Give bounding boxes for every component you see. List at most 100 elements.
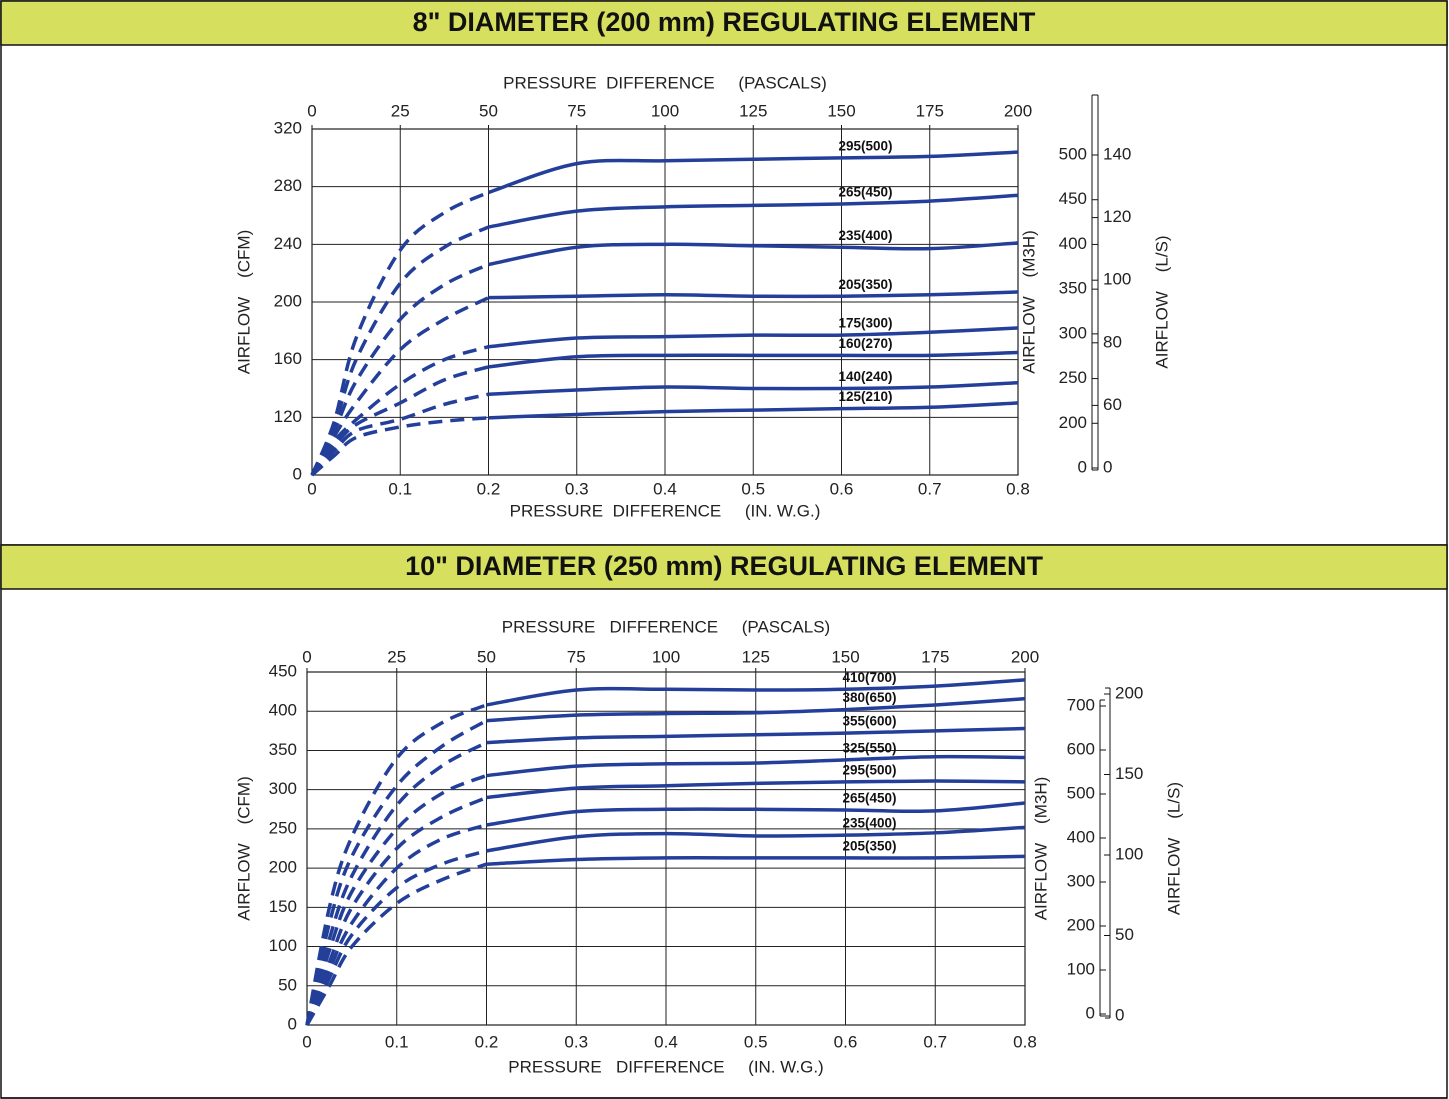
y-tick-label: 320 — [274, 118, 302, 137]
curve-dashed — [305, 795, 488, 1026]
chart-title: 8" DIAMETER (200 mm) REGULATING ELEMENT — [413, 7, 1036, 37]
curve-dashed — [310, 392, 489, 477]
curve-solid — [488, 380, 1019, 397]
y2-tick-label: 200 — [1067, 915, 1095, 934]
curve-dashed — [305, 703, 488, 1026]
curve-solid — [488, 326, 1019, 349]
curve-solid — [488, 350, 1019, 369]
y-tick-label: 0 — [288, 1014, 297, 1033]
y3-tick-label: 150 — [1115, 764, 1143, 783]
y-tick-label: 50 — [278, 975, 297, 994]
curve-dashed — [310, 225, 490, 476]
x-tick-label: 0.2 — [477, 479, 501, 498]
curve-dashed — [310, 416, 489, 477]
curve-solid — [488, 193, 1019, 229]
curve-solid — [486, 801, 1026, 827]
x2-tick-label: 200 — [1004, 101, 1032, 120]
x-tick-label: 0.7 — [923, 1032, 947, 1051]
y2-tick-label: 300 — [1067, 871, 1095, 890]
y2-tick-label: 500 — [1067, 783, 1095, 802]
y-tick-label: 450 — [269, 661, 297, 680]
y2-tick-label: 200 — [1059, 413, 1087, 432]
y3-tick-label: 100 — [1115, 844, 1143, 863]
y-tick-label: 250 — [269, 818, 297, 837]
series-label: 295(500) — [839, 138, 893, 153]
y-tick-label: 150 — [269, 897, 297, 916]
x-tick-label: 0.8 — [1006, 479, 1030, 498]
x2-tick-label: 175 — [916, 101, 944, 120]
x-tick-label: 0.2 — [475, 1032, 499, 1051]
curve-solid — [488, 290, 1019, 300]
x-tick-label: 0.7 — [918, 479, 942, 498]
curve-solid — [488, 401, 1019, 420]
curve-dashed — [305, 741, 488, 1026]
x-tick-label: 0.8 — [1013, 1032, 1037, 1051]
curve-solid — [486, 779, 1026, 800]
x-axis-title: PRESSURE DIFFERENCE (IN. W.G.) — [510, 501, 821, 520]
y-axis-title: AIRFLOW (CFM) — [234, 230, 253, 374]
series-label: 205(350) — [843, 838, 897, 853]
curve-dashed — [305, 862, 488, 1026]
y2-tick-label: 0 — [1078, 457, 1087, 476]
y2-tick-label: 0 — [1086, 1003, 1095, 1022]
y3-tick-label: 80 — [1103, 332, 1122, 351]
y-tick-label: 280 — [274, 176, 302, 195]
y3-tick-label: 0 — [1115, 1005, 1124, 1024]
header-band — [0, 0, 1448, 46]
x2-tick-label: 25 — [387, 647, 406, 666]
y-axis-title: AIRFLOW (CFM) — [234, 776, 253, 920]
x2-axis-title: PRESSURE DIFFERENCE (PASCALS) — [503, 73, 827, 92]
series-label: 325(550) — [843, 740, 897, 755]
y-tick-label: 160 — [274, 349, 302, 368]
x-tick-label: 0.3 — [565, 479, 589, 498]
x-tick-label: 0 — [307, 479, 316, 498]
x2-tick-label: 125 — [742, 647, 770, 666]
series-label: 265(450) — [843, 791, 897, 806]
y3-axis-title: AIRFLOW (L/S) — [1152, 235, 1171, 368]
y3-tick-label: 60 — [1103, 395, 1122, 414]
y2-tick-label: 450 — [1059, 189, 1087, 208]
series-label: 235(400) — [839, 228, 893, 243]
series-label: 265(450) — [839, 185, 893, 200]
x-tick-label: 0.6 — [834, 1032, 858, 1051]
curve-solid — [486, 696, 1026, 723]
y2-tick-label: 700 — [1067, 695, 1095, 714]
x-tick-label: 0.5 — [744, 1032, 768, 1051]
y-tick-label: 0 — [293, 464, 302, 483]
curve-solid — [488, 241, 1019, 267]
series-label: 380(650) — [843, 690, 897, 705]
curve-solid — [487, 150, 1019, 195]
x2-tick-label: 100 — [652, 647, 680, 666]
chart-title: 10" DIAMETER (250 mm) REGULATING ELEMENT — [405, 551, 1043, 581]
series-label: 160(270) — [839, 336, 893, 351]
series-label: 125(210) — [839, 389, 893, 404]
y3-tick-label: 0 — [1103, 457, 1112, 476]
y-tick-label: 400 — [269, 701, 297, 720]
curve-dashed — [310, 296, 490, 476]
x2-tick-label: 0 — [307, 101, 316, 120]
x-tick-label: 0.4 — [653, 479, 677, 498]
y2-axis-title: AIRFLOW (M3H) — [1019, 230, 1038, 374]
y2-axis-title: AIRFLOW (M3H) — [1031, 777, 1050, 921]
y3-tick-label: 50 — [1115, 925, 1134, 944]
curve-solid — [486, 678, 1026, 707]
x2-tick-label: 50 — [477, 647, 496, 666]
x-tick-label: 0.6 — [830, 479, 854, 498]
curve-solid — [486, 754, 1026, 778]
curve-dashed — [305, 823, 488, 1026]
curve-solid — [486, 854, 1026, 866]
x2-axis-title: PRESSURE DIFFERENCE (PASCALS) — [502, 617, 830, 636]
curve-dashed — [305, 773, 488, 1026]
y2-tick-label: 300 — [1059, 323, 1087, 342]
y-tick-label: 240 — [274, 234, 302, 253]
x2-tick-label: 125 — [739, 101, 767, 120]
x-tick-label: 0.5 — [741, 479, 765, 498]
x2-tick-label: 100 — [651, 101, 679, 120]
x2-tick-label: 75 — [567, 647, 586, 666]
series-label: 235(400) — [843, 816, 897, 831]
y3-axis-title: AIRFLOW (L/S) — [1164, 782, 1183, 915]
y2-tick-label: 400 — [1059, 234, 1087, 253]
curve-solid — [486, 726, 1026, 745]
curve-dashed — [310, 262, 490, 476]
